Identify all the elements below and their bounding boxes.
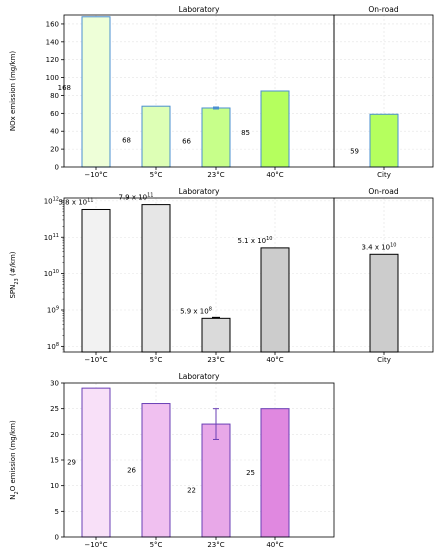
x-tick-label: −10°C <box>84 541 107 549</box>
y-tick-label: 30 <box>50 380 59 388</box>
y-tick-label: 15 <box>50 457 59 465</box>
y-tick-label: 0 <box>55 534 59 542</box>
y-tick-label: 5 <box>55 508 59 516</box>
x-tick-label: 5°C <box>150 541 163 549</box>
x-tick-label: 23°C <box>207 541 224 549</box>
y-tick-label: 120 <box>46 56 59 64</box>
x-tick-label: 5°C <box>150 356 163 364</box>
y-tick-label: 60 <box>50 110 59 118</box>
y-tick-label: 1011 <box>44 233 59 242</box>
panel-title: On-road <box>368 187 398 196</box>
nox-value-label: 59 <box>350 148 359 156</box>
nox-value-label: 85 <box>241 129 250 137</box>
y-tick-label: 1010 <box>44 269 59 278</box>
x-tick-label: 5°C <box>150 171 163 179</box>
y-tick-label: 140 <box>46 38 59 46</box>
spn-bar <box>81 208 111 353</box>
n2o-bar <box>260 408 290 538</box>
y-axis-label: N2O emission (mg/km) <box>9 420 20 500</box>
y-tick-label: 160 <box>46 20 59 28</box>
y-axis-label: SPN23 (#/km) <box>9 251 20 298</box>
spn-value-label: 5.8 x 1011 <box>58 197 93 206</box>
nox-value-label: 68 <box>122 137 131 145</box>
nox-bar <box>201 107 231 168</box>
y-tick-label: 109 <box>47 305 59 314</box>
spn-value-label: 3.4 x 1010 <box>361 242 396 251</box>
y-tick-label: 108 <box>47 342 59 351</box>
nox-bar <box>260 90 290 168</box>
n2o-bar <box>201 423 231 538</box>
panel-frame <box>333 197 434 353</box>
nox-bar <box>369 113 399 168</box>
y-tick-label: 40 <box>50 128 59 136</box>
y-tick-label: 0 <box>55 164 59 172</box>
panel-frame <box>333 14 434 168</box>
spn-value-label: 5.9 x 108 <box>180 306 212 315</box>
x-tick-label: 40°C <box>266 356 283 364</box>
n2o-value-label: 26 <box>127 466 136 474</box>
y-tick-label: 80 <box>50 92 59 100</box>
spn-bar <box>260 247 290 353</box>
n2o-bar <box>141 403 171 538</box>
n2o-value-label: 22 <box>187 487 196 495</box>
y-tick-label: 20 <box>50 146 59 154</box>
x-tick-label: −10°C <box>84 171 107 179</box>
nox-bar <box>141 105 171 168</box>
n2o-value-label: 25 <box>246 469 255 477</box>
y-tick-label: 100 <box>46 74 59 82</box>
x-tick-label: 23°C <box>207 171 224 179</box>
n2o-bar <box>81 387 111 538</box>
nox-bar <box>81 16 111 168</box>
panel-title: On-road <box>368 5 398 14</box>
y-tick-label: 20 <box>50 431 59 439</box>
panel-title: Laboratory <box>179 187 220 196</box>
nox-value-label: 66 <box>182 137 191 145</box>
spn-bar <box>141 204 171 353</box>
x-tick-label: −10°C <box>84 356 107 364</box>
x-tick-label: 40°C <box>266 541 283 549</box>
y-tick-label: 1012 <box>44 196 59 205</box>
panel-title: Laboratory <box>179 5 220 14</box>
panel-title: Laboratory <box>179 372 220 381</box>
x-tick-label: City <box>377 171 391 179</box>
y-axis-label: NOx emission (mg/km) <box>9 51 17 132</box>
spn-bar <box>201 317 231 353</box>
y-tick-label: 10 <box>50 482 59 490</box>
x-tick-label: 23°C <box>207 356 224 364</box>
x-tick-label: City <box>377 356 391 364</box>
x-tick-label: 40°C <box>266 171 283 179</box>
y-tick-label: 25 <box>50 405 59 413</box>
spn-value-label: 7.9 x 1011 <box>118 193 153 202</box>
n2o-value-label: 29 <box>67 459 76 467</box>
spn-value-label: 5.1 x 1010 <box>237 236 272 245</box>
spn-bar <box>369 253 399 353</box>
